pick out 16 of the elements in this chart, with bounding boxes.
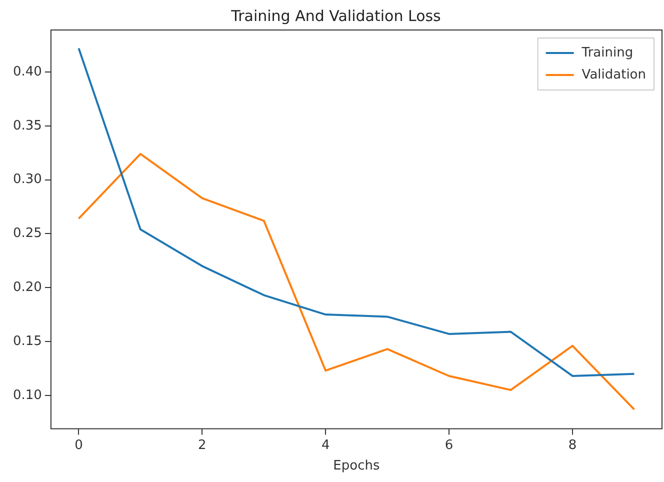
y-tick-label: 0.40 [12, 64, 42, 80]
x-tick-label: 4 [321, 438, 330, 453]
legend-label: Training [580, 45, 634, 60]
y-tick-label: 0.30 [12, 172, 42, 188]
y-tick-label: 0.25 [12, 226, 42, 242]
legend-label: Validation [582, 67, 646, 82]
y-tick-label: 0.15 [12, 334, 42, 349]
y-tick-label: 0.35 [12, 118, 42, 134]
x-tick-label: 2 [198, 438, 206, 453]
chart-title: Training And Validation Loss [230, 6, 442, 25]
x-axis-title: Epochs [333, 458, 380, 474]
y-tick-label: 0.10 [12, 388, 42, 403]
x-tick-label: 8 [568, 438, 577, 453]
x-tick-label: 6 [444, 438, 454, 453]
y-tick-label: 0.20 [12, 280, 42, 295]
x-tick-label: 0 [74, 438, 83, 453]
